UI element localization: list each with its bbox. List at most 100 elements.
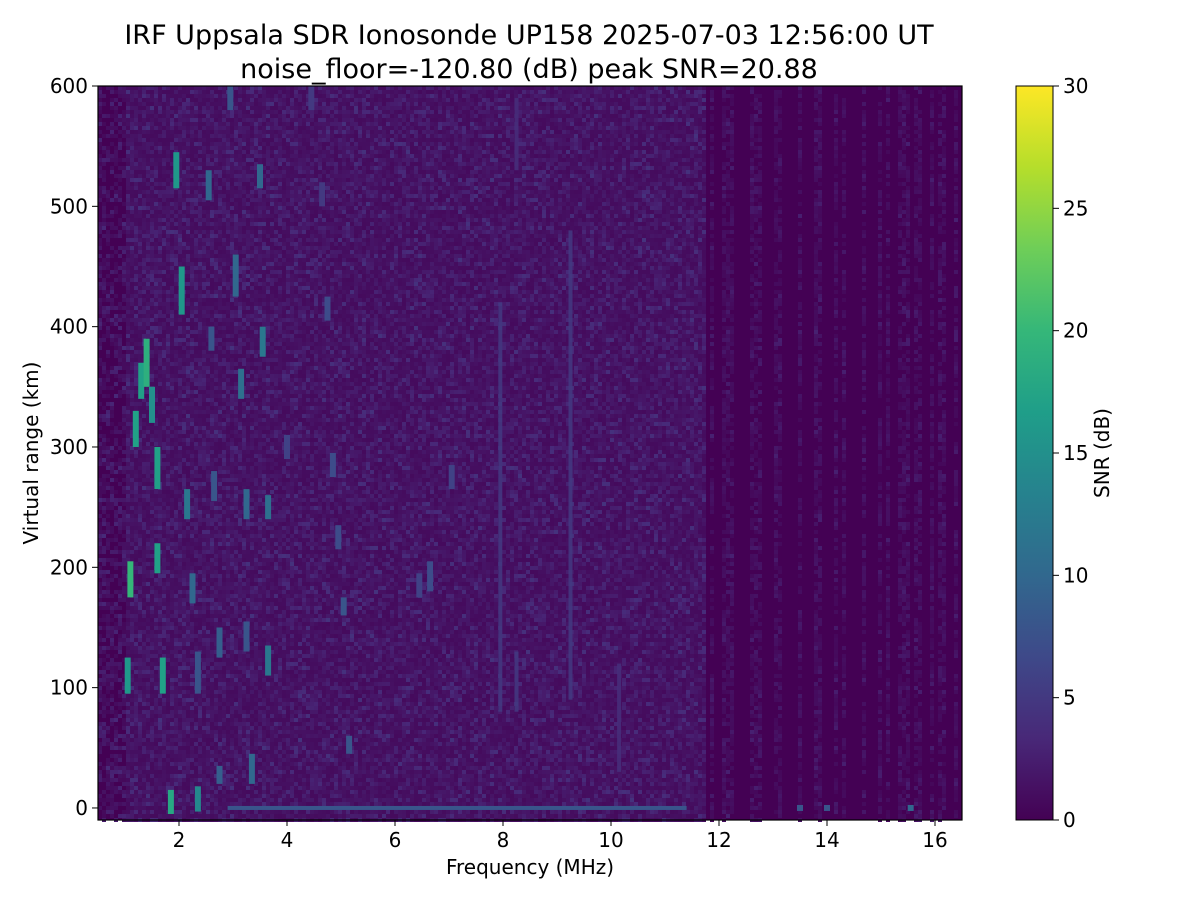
noise-cell <box>150 106 154 110</box>
noise-cell <box>166 646 170 650</box>
noise-cell <box>154 726 158 730</box>
noise-cell <box>170 574 174 578</box>
noise-cell <box>162 426 166 430</box>
noise-cell <box>146 730 150 734</box>
noise-cell <box>214 506 218 510</box>
noise-cell <box>126 242 130 246</box>
noise-cell <box>142 726 146 730</box>
noise-cell <box>114 118 118 122</box>
noise-cell <box>102 210 106 214</box>
noise-cell <box>214 330 218 334</box>
noise-cell <box>126 102 130 106</box>
noise-cell <box>150 182 154 186</box>
noise-cell <box>206 726 210 730</box>
noise-cell <box>190 490 194 494</box>
noise-cell <box>166 150 170 154</box>
noise-cell <box>186 774 190 778</box>
noise-cell <box>174 258 178 262</box>
noise-cell <box>114 322 118 326</box>
noise-cell <box>102 306 106 310</box>
noise-cell <box>166 742 170 746</box>
noise-cell <box>118 198 122 202</box>
noise-cell <box>198 390 202 394</box>
noise-cell <box>158 254 162 258</box>
noise-cell <box>106 294 110 298</box>
noise-cell <box>134 534 138 538</box>
noise-cell <box>162 594 166 598</box>
noise-cell <box>214 502 218 506</box>
noise-cell <box>166 330 170 334</box>
noise-cell <box>146 178 150 182</box>
noise-cell <box>146 506 150 510</box>
noise-cell <box>134 242 138 246</box>
noise-cell <box>210 730 214 734</box>
noise-cell <box>182 390 186 394</box>
noise-cell <box>198 762 202 766</box>
noise-cell <box>214 138 218 142</box>
noise-cell <box>198 466 202 470</box>
noise-cell <box>186 714 190 718</box>
noise-cell <box>138 190 142 194</box>
noise-cell <box>166 514 170 518</box>
noise-cell <box>114 190 118 194</box>
noise-cell <box>146 170 150 174</box>
noise-cell <box>194 398 198 402</box>
noise-cell <box>190 786 194 790</box>
noise-cell <box>106 666 110 670</box>
noise-cell <box>134 230 138 234</box>
noise-cell <box>210 558 214 562</box>
noise-cell <box>198 814 202 818</box>
noise-cell <box>150 678 154 682</box>
noise-cell <box>110 494 114 498</box>
noise-cell <box>174 718 178 722</box>
noise-cell <box>158 178 162 182</box>
noise-cell <box>202 674 206 678</box>
noise-cell <box>158 310 162 314</box>
noise-cell <box>142 710 146 714</box>
noise-cell <box>206 222 210 226</box>
noise-cell <box>158 594 162 598</box>
noise-cell <box>202 266 206 270</box>
noise-cell <box>214 146 218 150</box>
noise-cell <box>194 450 198 454</box>
noise-cell <box>162 786 166 790</box>
noise-cell <box>202 202 206 206</box>
noise-cell <box>154 338 158 342</box>
noise-cell <box>138 510 142 514</box>
noise-cell <box>130 266 134 270</box>
noise-cell <box>146 130 150 134</box>
noise-cell <box>138 338 142 342</box>
noise-cell <box>194 462 198 466</box>
noise-cell <box>146 754 150 758</box>
noise-cell <box>166 558 170 562</box>
noise-cell <box>114 354 118 358</box>
noise-cell <box>126 462 130 466</box>
noise-cell <box>194 182 198 186</box>
noise-cell <box>110 126 114 130</box>
noise-cell <box>110 270 114 274</box>
noise-cell <box>154 186 158 190</box>
noise-cell <box>102 726 106 730</box>
noise-cell <box>114 478 118 482</box>
noise-cell <box>126 282 130 286</box>
noise-cell <box>146 810 150 814</box>
noise-cell <box>134 450 138 454</box>
noise-cell <box>202 466 206 470</box>
noise-cell <box>122 170 126 174</box>
noise-cell <box>126 338 130 342</box>
noise-cell <box>162 758 166 762</box>
noise-cell <box>110 662 114 666</box>
noise-cell <box>186 682 190 686</box>
noise-cell <box>182 410 186 414</box>
noise-cell <box>146 250 150 254</box>
noise-cell <box>158 422 162 426</box>
noise-cell <box>110 342 114 346</box>
noise-cell <box>170 538 174 542</box>
noise-cell <box>210 782 214 786</box>
noise-cell <box>190 254 194 258</box>
noise-cell <box>198 306 202 310</box>
noise-cell <box>158 750 162 754</box>
noise-cell <box>202 330 206 334</box>
noise-cell <box>174 322 178 326</box>
noise-cell <box>202 778 206 782</box>
